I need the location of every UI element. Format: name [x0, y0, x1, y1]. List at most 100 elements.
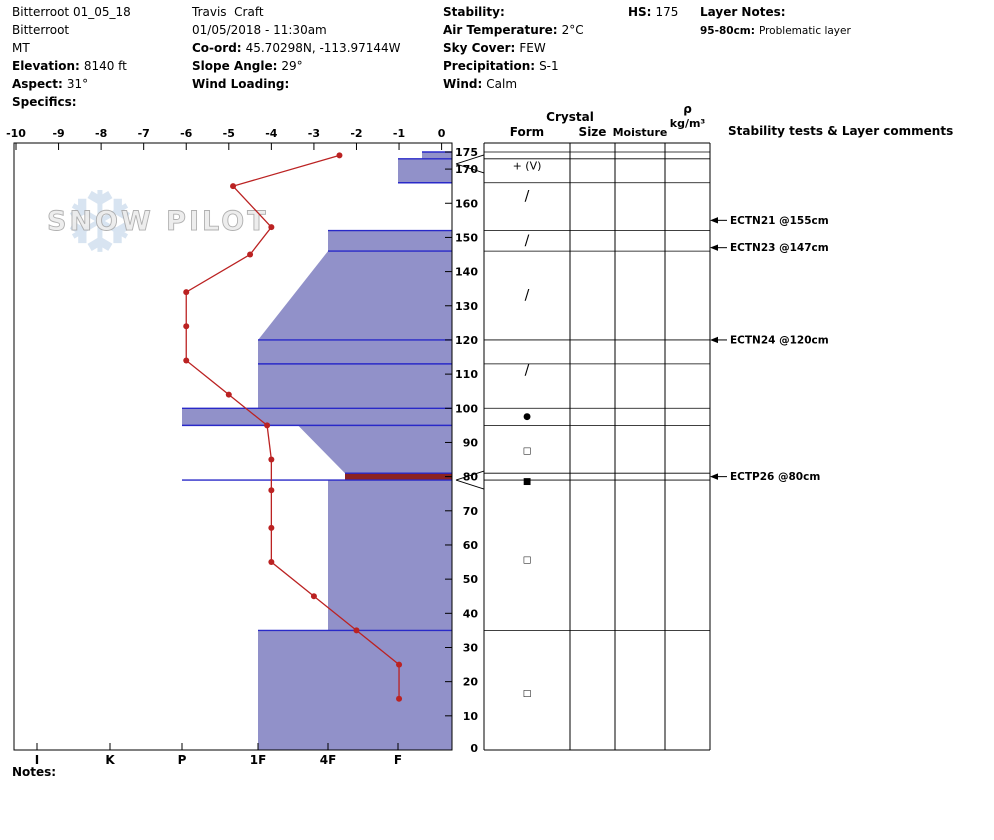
temperature-point [310, 593, 317, 600]
depth-axis-label: 160 [455, 197, 478, 210]
temperature-point [268, 559, 275, 566]
size-column-header: Size [578, 125, 607, 139]
snow-layer [182, 408, 452, 426]
hardness-axis-label: 4F [320, 753, 337, 767]
hardness-axis-label: K [105, 753, 115, 767]
temp-axis-label: -10 [6, 127, 26, 140]
snow-layer [258, 339, 452, 364]
temperature-point [183, 357, 190, 364]
hardness-axis-label: 1F [250, 753, 267, 767]
test-arrow-head-icon [710, 244, 718, 251]
crystal-symbol: / [525, 188, 530, 204]
form-column-header: Form [509, 125, 545, 139]
depth-axis-label: 20 [463, 676, 479, 689]
depth-axis-label: 175 [455, 146, 478, 159]
stability-test-label: ECTP26 @80cm [730, 471, 820, 483]
wind-loading-row: Wind Loading: [192, 77, 290, 91]
hardness-axis-label: P [178, 753, 187, 767]
crystal-symbol: ■ [523, 477, 532, 487]
temperature-point [225, 391, 232, 398]
snow-layer [298, 425, 452, 474]
depth-axis-label: 170 [455, 163, 478, 176]
state-name: MT [12, 41, 30, 55]
snow-height-row: HS: 175 [628, 5, 679, 19]
snow-layer [258, 630, 452, 750]
depth-marker-line [455, 479, 485, 490]
temp-axis-label: 0 [438, 127, 446, 140]
temp-axis-label: -9 [52, 127, 64, 140]
moisture-column-header: Moisture [612, 126, 668, 139]
crystal-symbol: □ [523, 689, 532, 699]
temperature-point [336, 152, 343, 159]
crystal-symbol: + (V) [513, 160, 542, 173]
temp-axis-label: -5 [223, 127, 235, 140]
temperature-point [268, 456, 275, 463]
snow-layer [328, 230, 452, 252]
temperature-point [396, 661, 403, 668]
pit-datetime: 01/05/2018 - 11:30am [192, 23, 327, 37]
depth-axis-label: 150 [455, 231, 478, 244]
temp-axis-label: -2 [350, 127, 362, 140]
temperature-point [396, 695, 403, 702]
crystal-symbol: / [525, 363, 530, 379]
temp-axis-label: -1 [393, 127, 405, 140]
snow-layer [258, 363, 452, 409]
depth-axis-label: 110 [455, 368, 478, 381]
test-arrow-head-icon [710, 473, 718, 480]
crystal-symbol: □ [523, 556, 532, 566]
depth-axis-label: 90 [463, 436, 479, 449]
test-arrow-head-icon [710, 336, 718, 344]
crystal-symbol: / [525, 233, 530, 249]
stability-test-label: ECTN24 @120cm [730, 334, 829, 346]
stability-row: Stability: [443, 5, 505, 19]
depth-marker-line [455, 470, 485, 481]
temp-axis-label: -6 [180, 127, 193, 140]
range-name: Bitterroot [12, 23, 70, 37]
temperature-point [247, 251, 254, 258]
observer-name: Travis Craft [192, 5, 264, 19]
temperature-point [268, 224, 275, 231]
elevation-row: Elevation: 8140 ft [12, 59, 127, 73]
sky-cover-row: Sky Cover: FEW [443, 41, 546, 55]
test-arrow-head-icon [710, 217, 718, 224]
wind-row: Wind: Calm [443, 77, 518, 91]
profile-plot-border [13, 142, 453, 751]
temp-axis-label: -4 [265, 127, 278, 140]
depth-axis-label: 100 [455, 402, 478, 415]
stability-test-label: ECTN21 @155cm [730, 215, 829, 227]
slope-angle-row: Slope Angle: 29° [192, 59, 303, 73]
temperature-point [264, 422, 271, 429]
coordinates-row: Co-ord: 45.70298N, -113.97144W [192, 41, 401, 55]
snow-layer [258, 251, 452, 340]
layer-note: 95-80cm: Problematic layer [700, 25, 851, 37]
air-temp-row: Air Temperature: 2°C [443, 23, 584, 37]
watermark-snowflake-icon: ❆ [64, 174, 135, 273]
pit-name: Bitterroot 01_05_18 [12, 5, 131, 19]
depth-axis-label: 130 [455, 300, 478, 313]
depth-axis-label: 30 [463, 641, 479, 654]
layer-notes-title: Layer Notes: [700, 5, 786, 19]
temp-axis-label: -7 [138, 127, 150, 140]
temperature-point [268, 524, 275, 531]
hardness-axis-label: I [35, 753, 39, 767]
snow-layer [398, 158, 452, 183]
snow-layer [345, 473, 452, 481]
hardness-axis-label: F [394, 753, 402, 767]
temp-axis-label: -3 [308, 127, 320, 140]
stability-test-label: ECTN23 @147cm [730, 242, 829, 254]
temperature-point [230, 183, 237, 190]
depth-axis-label: 40 [463, 607, 479, 620]
depth-axis-label: 0 [470, 742, 478, 755]
crystal-column-header: Crystal [546, 110, 594, 124]
density-column-header: ρ [683, 102, 692, 116]
temperature-point [183, 289, 190, 296]
watermark-text: SNOW PILOT [47, 206, 269, 237]
crystal-symbol: □ [523, 446, 532, 456]
notes-label: Notes: [12, 765, 57, 779]
temperature-point [183, 323, 190, 330]
depth-marker-line [455, 154, 485, 165]
temp-axis-label: -8 [95, 127, 107, 140]
precipitation-row: Precipitation: S-1 [443, 59, 559, 73]
